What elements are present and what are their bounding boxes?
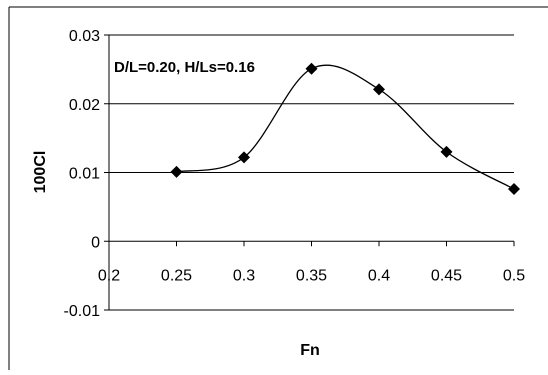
data-point-5 (508, 183, 520, 195)
data-point-2 (305, 62, 318, 75)
x-tick-label-2: 0.3 (233, 267, 255, 284)
x-tick-label-0: 0.2 (98, 267, 120, 284)
x-tick-label-5: 0.45 (431, 267, 462, 284)
tick-labels: -0.01 0 0.01 0.02 0.03 0.2 0.25 0.3 0.35 0.4 0.45 0… (64, 28, 526, 320)
x-tick-label-4: 0.4 (368, 267, 390, 284)
y-tick-label-4: 0.03 (69, 28, 100, 45)
y-axis-title: 100Cl (32, 151, 49, 194)
x-tick-label-1: 0.25 (161, 267, 192, 284)
x-tick-label-3: 0.35 (296, 267, 327, 284)
chart-annotation: D/L=0.20, H/Ls=0.16 (114, 59, 255, 76)
y-tick-label-3: 0.02 (69, 97, 100, 114)
data-point-1 (238, 151, 250, 164)
x-axis-title: Fn (300, 342, 320, 359)
data-point-3 (373, 83, 385, 96)
data-point-4 (440, 145, 453, 158)
y-tick-label-1: 0 (91, 234, 100, 251)
data-series (170, 62, 520, 195)
series-line-0 (176, 64, 515, 190)
y-tick-label-2: 0.01 (69, 166, 100, 183)
data-point-0 (170, 165, 183, 178)
y-tick-label-0: -0.01 (64, 303, 101, 320)
axes (104, 34, 515, 311)
x-tick-label-6: 0.5 (503, 267, 525, 284)
